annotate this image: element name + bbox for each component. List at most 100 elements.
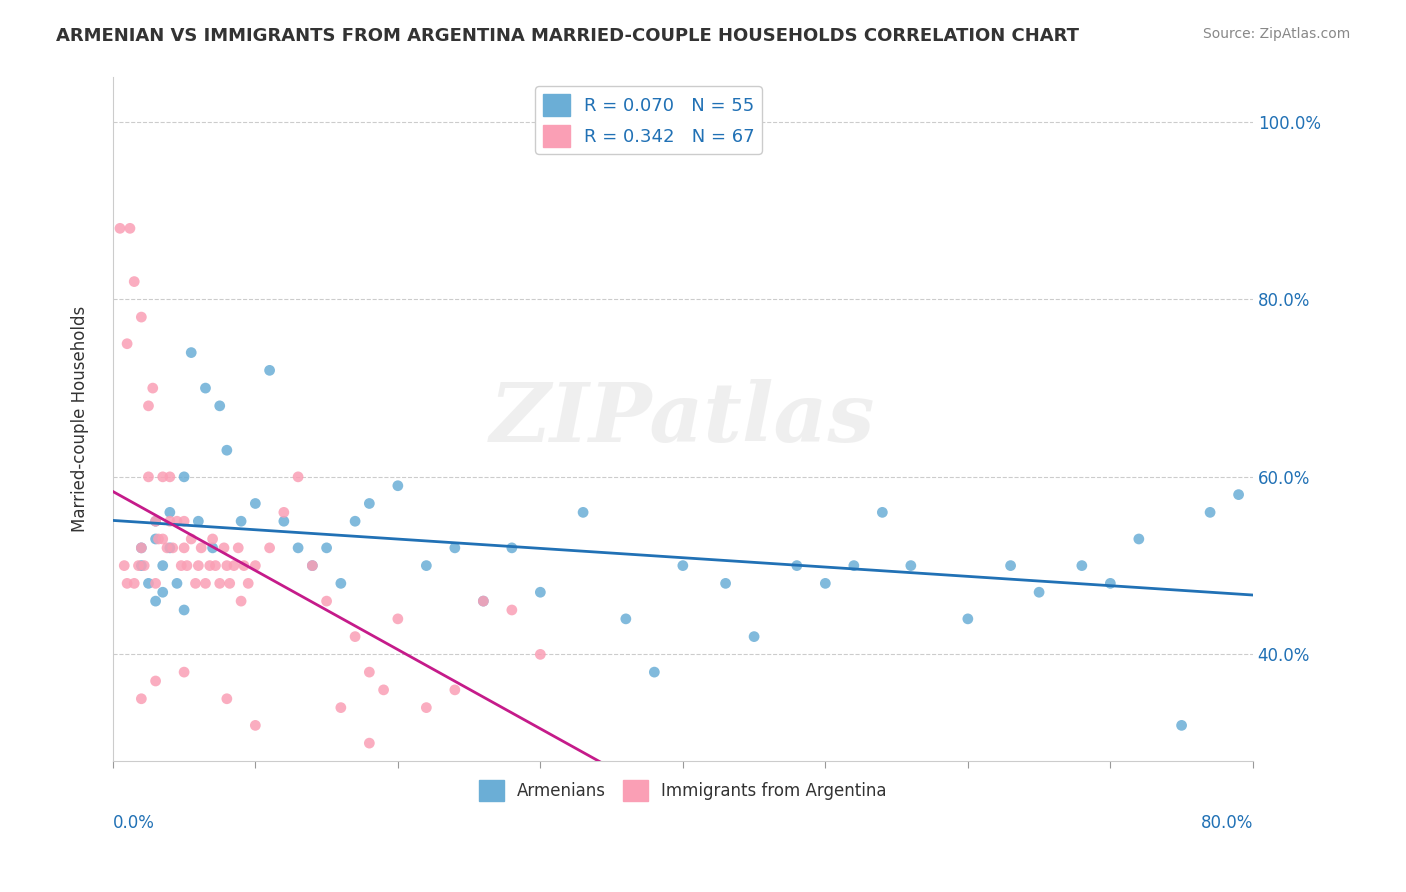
Point (173, 603, 195, 617)
Point (159, 541, 181, 555)
Point (501, 603, 523, 617)
Point (786, 558, 808, 573)
Point (173, 665, 195, 679)
Point (142, 381, 165, 395)
Point (1128, 532, 1150, 546)
Point (166, 514, 188, 528)
Point (1000, 558, 1022, 573)
Point (1170, 718, 1192, 732)
Point (190, 541, 212, 555)
Point (387, 612, 409, 626)
Point (245, 496, 267, 510)
Point (742, 630, 765, 644)
Point (1227, 487, 1250, 501)
Point (152, 532, 174, 546)
Point (529, 585, 551, 599)
Point (198, 558, 221, 573)
Point (159, 470, 181, 484)
Point (842, 558, 865, 573)
Point (159, 505, 181, 519)
Point (259, 541, 281, 555)
Point (1028, 585, 1050, 599)
Point (131, 541, 153, 555)
Point (145, 514, 167, 528)
Point (145, 514, 167, 528)
Y-axis label: Married-couple Households: Married-couple Households (72, 306, 89, 533)
Point (115, 576, 138, 591)
Point (226, 541, 249, 555)
Point (184, 576, 207, 591)
Point (387, 479, 409, 493)
Point (1070, 558, 1092, 573)
Point (108, 221, 131, 235)
Point (301, 558, 323, 573)
Point (814, 576, 837, 591)
Point (145, 594, 167, 608)
Point (415, 558, 437, 573)
Point (614, 612, 637, 626)
Point (329, 700, 352, 714)
Point (159, 514, 181, 528)
Point (1199, 505, 1222, 519)
Point (115, 336, 138, 351)
Point (112, 558, 135, 573)
Point (208, 576, 231, 591)
Point (170, 558, 193, 573)
Point (201, 532, 224, 546)
Point (215, 691, 238, 706)
Point (222, 558, 245, 573)
Point (173, 470, 195, 484)
Point (444, 541, 467, 555)
Point (287, 470, 309, 484)
Point (415, 700, 437, 714)
Text: 0.0%: 0.0% (112, 814, 155, 832)
Legend: Armenians, Immigrants from Argentina: Armenians, Immigrants from Argentina (472, 773, 893, 807)
Point (872, 505, 894, 519)
Point (643, 665, 665, 679)
Point (472, 594, 495, 608)
Text: ZIPatlas: ZIPatlas (491, 379, 876, 459)
Point (529, 648, 551, 662)
Point (122, 275, 145, 289)
Point (714, 576, 737, 591)
Point (229, 514, 252, 528)
Point (148, 532, 170, 546)
Point (145, 532, 167, 546)
Point (344, 514, 367, 528)
Point (122, 576, 145, 591)
Point (131, 310, 153, 324)
Point (1099, 576, 1122, 591)
Point (156, 541, 179, 555)
Point (233, 558, 256, 573)
Point (215, 443, 238, 458)
Point (218, 576, 240, 591)
Point (359, 496, 381, 510)
Text: Source: ZipAtlas.com: Source: ZipAtlas.com (1202, 27, 1350, 41)
Point (152, 558, 174, 573)
Point (145, 673, 167, 688)
Point (315, 541, 337, 555)
Point (373, 682, 395, 697)
Point (245, 558, 267, 573)
Point (208, 399, 231, 413)
Point (152, 470, 174, 484)
Point (900, 558, 922, 573)
Point (672, 558, 695, 573)
Point (315, 594, 337, 608)
Point (194, 381, 217, 395)
Point (131, 691, 153, 706)
Point (180, 345, 202, 359)
Point (173, 514, 195, 528)
Point (359, 665, 381, 679)
Point (131, 541, 153, 555)
Point (152, 585, 174, 599)
Point (212, 541, 235, 555)
Point (472, 594, 495, 608)
Point (572, 505, 595, 519)
Point (344, 630, 367, 644)
Point (194, 576, 217, 591)
Point (215, 558, 238, 573)
Point (956, 612, 979, 626)
Point (187, 558, 209, 573)
Point (238, 576, 260, 591)
